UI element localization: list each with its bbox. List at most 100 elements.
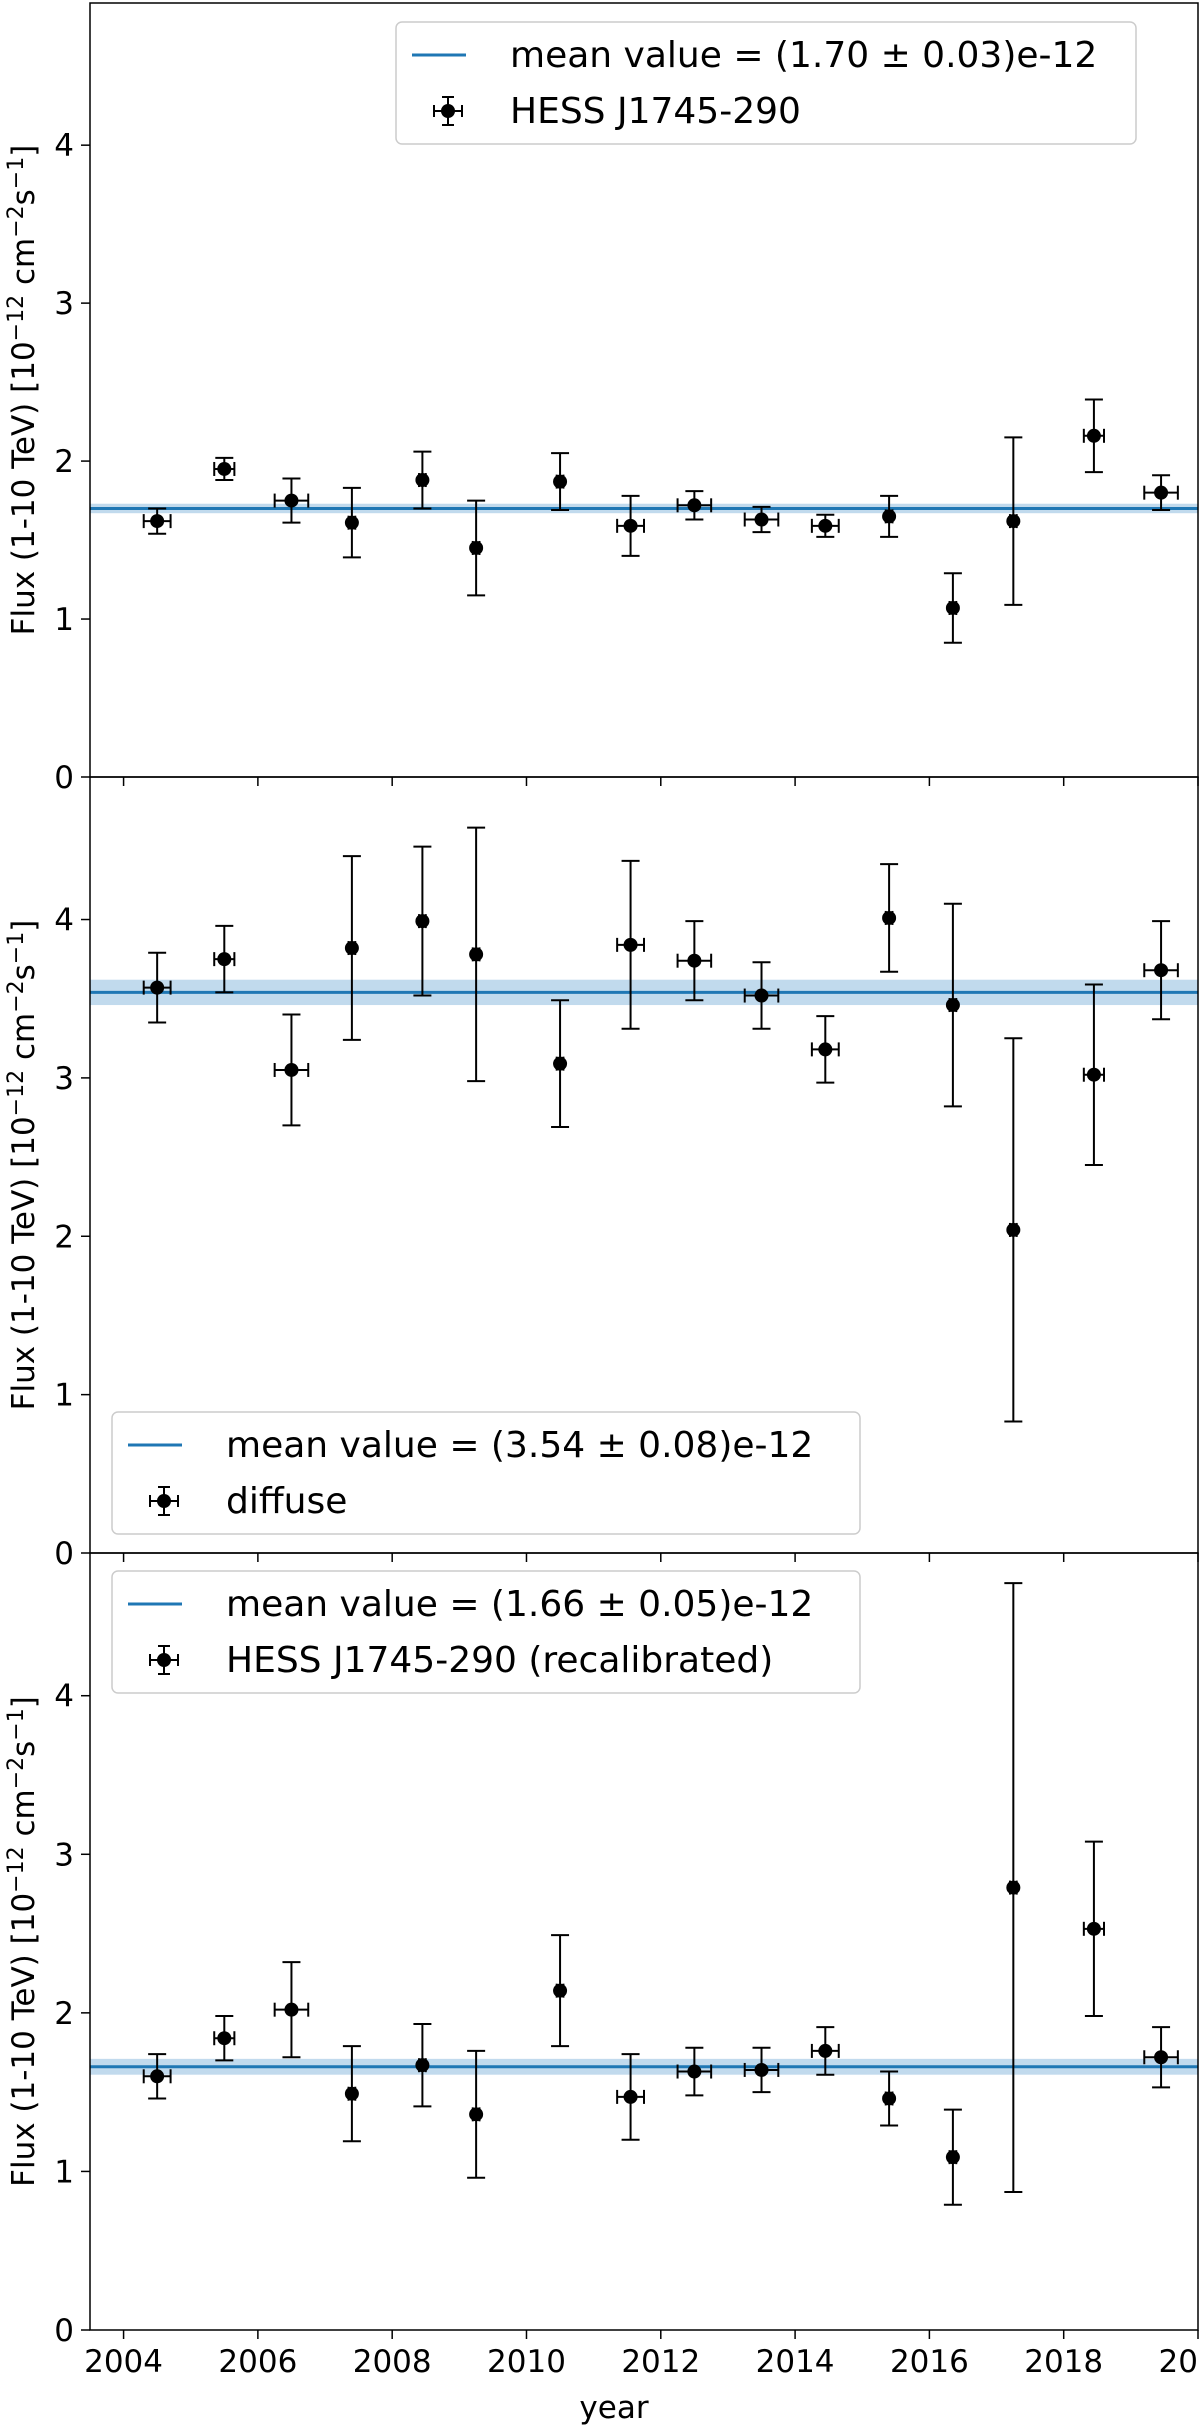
point-marker [415,473,430,488]
point-marker [623,937,638,952]
legend-mean-label: mean value = (1.66 ± 0.05)e-12 [226,1584,813,1625]
data-point [616,2053,645,2141]
y-tick-label: 0 [54,1536,74,1572]
point-marker [1154,485,1169,500]
data-point [467,2049,486,2179]
legend: mean value = (1.66 ± 0.05)e-12 HESS J1745… [111,1570,861,1694]
y-tick-label: 3 [54,286,74,322]
data-point [413,2022,432,2108]
y-axis-label-exponent: −2 [4,205,29,237]
y-axis-label-part: cm [6,238,42,295]
point-marker [217,952,232,967]
data-point [551,999,570,1128]
point-marker [623,518,638,533]
data-point [467,499,486,597]
data-point [1004,1582,1023,2194]
point-marker [284,2002,299,2017]
data-point [676,2046,713,2097]
point-marker [284,1062,299,1077]
x-tick-label: 2008 [353,2344,432,2380]
point-marker [469,2107,484,2122]
y-tick-label: 0 [54,2313,74,2349]
y-axis-label-part: cm [6,1789,42,1846]
legend-box [395,21,1137,145]
panel-1: 0 1 2 3 4 Flux (1-10 TeV) [10−12 cm−2s−1] mean… [4,2,1199,796]
point-marker [217,2031,232,2046]
point-marker [754,512,769,527]
point-marker [945,2150,960,2165]
point-marker [687,953,702,968]
point-marker [344,941,359,956]
data-point [676,920,713,1002]
data-point [1143,474,1179,512]
y-tick-label: 1 [54,602,74,638]
point-marker [150,2069,165,2084]
point-marker [882,910,897,925]
y-axis-label-part: ] [6,1696,42,1708]
data-point [342,486,361,559]
point-marker [818,2043,833,2058]
point-marker [469,540,484,555]
data-point [1004,1037,1023,1423]
point-marker [415,914,430,929]
data-point [273,1013,310,1127]
point-marker [553,1983,568,1998]
y-tick-label: 4 [54,1679,74,1715]
data-point [810,1015,840,1084]
legend-series-label: HESS J1745-290 [510,91,801,132]
point-marker [623,2089,638,2104]
data-point [616,859,645,1030]
data-points [142,398,1179,644]
y-axis-label-exponent: −12 [4,1070,29,1116]
legend-mean-label: mean value = (1.70 ± 0.03)e-12 [510,35,1097,76]
data-point [142,951,172,1024]
y-axis-label-part: cm [6,1013,42,1070]
data-point [880,2070,899,2127]
legend-point-swatch-dot [157,1494,171,1508]
data-point [1082,1840,1105,2018]
data-point [142,507,172,535]
data-points [142,1582,1179,2206]
point-marker [1006,514,1021,529]
y-axis-label-part: s [6,189,42,205]
point-marker [754,2062,769,2077]
legend-box [111,1570,861,1694]
point-marker [150,980,165,995]
point-marker [1154,963,1169,978]
point-marker [1086,1921,1101,1936]
point-marker [1154,2050,1169,2065]
data-point [1082,398,1105,474]
y-axis-label: Flux (1-10 TeV) [10−12 cm−2s−1] [4,920,42,1411]
data-point [743,961,780,1030]
x-tick-label: 2018 [1024,2344,1103,2380]
point-marker [945,600,960,615]
y-tick-label: 1 [54,2154,74,2190]
legend-series-label: diffuse [226,1481,347,1522]
data-point [943,572,962,644]
y-axis-label-part: s [6,964,42,980]
y-axis-label-part: Flux (1-10 TeV) [10 [6,341,42,635]
point-marker [217,461,232,476]
point-marker [1086,428,1101,443]
panels: 0 1 2 3 4 Flux (1-10 TeV) [10−12 cm−2s−1] mean… [4,2,1200,2380]
y-tick-label: 4 [54,128,74,164]
y-tick-label: 3 [54,1837,74,1873]
data-point [551,1934,570,2048]
data-point [342,855,361,1041]
point-marker [553,474,568,489]
point-marker [150,514,165,529]
y-axis-label: Flux (1-10 TeV) [10−12 cm−2s−1] [4,145,42,636]
point-marker [687,498,702,513]
y-tick-label: 2 [54,444,74,480]
point-marker [469,947,484,962]
point-marker [553,1056,568,1071]
x-tick-label: 2012 [621,2344,700,2380]
data-points [142,826,1179,1423]
x-tick-label: 2020 [1159,2344,1200,2380]
data-point [142,2053,172,2100]
legend: mean value = (3.54 ± 0.08)e-12 diffuse [111,1411,861,1535]
x-axis-label: year [579,2390,648,2426]
y-tick-label: 2 [54,1996,74,2032]
x-tick-label: 2010 [487,2344,566,2380]
y-axis-label-part: ] [6,145,42,157]
